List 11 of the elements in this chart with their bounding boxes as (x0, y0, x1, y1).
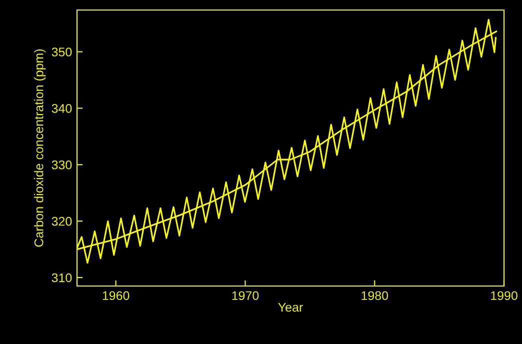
y-tick-label: 310 (52, 273, 72, 282)
y-tick-label: 340 (52, 104, 72, 113)
x-tick-label: 1970 (232, 291, 259, 300)
x-tick-label: 1990 (491, 291, 518, 300)
x-axis-title: Year (278, 302, 303, 312)
x-tick-label: 1960 (102, 291, 130, 300)
y-tick-label: 350 (52, 48, 72, 56)
y-axis-title: Carbon dioxide concentration (ppm) (34, 49, 46, 247)
y-tick-label: 320 (52, 216, 72, 226)
y-tick-label: 330 (52, 160, 72, 170)
x-tick-label: 1980 (362, 291, 388, 300)
